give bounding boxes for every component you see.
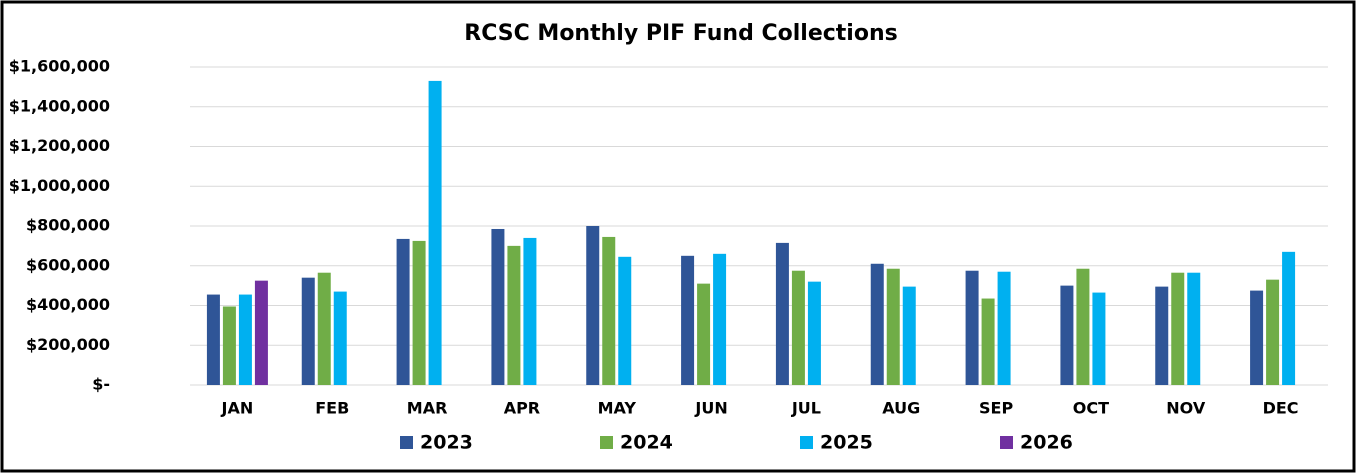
y-tick-label: $1,400,000	[9, 96, 110, 115]
legend-swatch	[600, 436, 613, 449]
y-tick-label: $200,000	[26, 335, 110, 354]
legend-swatch	[400, 436, 413, 449]
bar	[791, 270, 805, 385]
x-tick-label: JAN	[221, 399, 254, 418]
legend-label: 2025	[820, 432, 873, 454]
bar	[997, 271, 1011, 385]
y-tick-label: $1,600,000	[9, 57, 110, 76]
bar	[1171, 272, 1185, 385]
y-tick-label: $1,000,000	[9, 176, 110, 195]
bar	[1060, 285, 1074, 385]
x-tick-label: DEC	[1263, 399, 1299, 418]
x-tick-label: OCT	[1073, 399, 1109, 418]
bar	[301, 277, 315, 385]
bar	[317, 272, 331, 385]
bar	[507, 245, 521, 385]
legend-swatch	[1000, 436, 1013, 449]
x-tick-label: JUN	[694, 399, 727, 418]
bar	[618, 256, 632, 385]
x-tick-label: NOV	[1166, 399, 1206, 418]
bar	[965, 270, 979, 385]
bar	[412, 240, 426, 385]
bar	[523, 237, 537, 385]
bar	[238, 294, 252, 385]
x-tick-label: MAR	[407, 399, 448, 418]
x-tick-label: APR	[504, 399, 540, 418]
y-tick-label: $400,000	[26, 295, 110, 314]
bar	[428, 80, 442, 385]
bar	[1282, 251, 1296, 385]
bar	[870, 263, 884, 385]
chart-title: RCSC Monthly PIF Fund Collections	[464, 21, 897, 46]
bar	[697, 283, 711, 385]
bar	[1250, 290, 1264, 385]
y-tick-label: $1,200,000	[9, 136, 110, 155]
bar	[491, 228, 505, 385]
bar	[602, 236, 616, 385]
bar	[1266, 279, 1280, 385]
legend-label: 2024	[620, 432, 673, 454]
bar	[254, 280, 268, 385]
x-tick-label: SEP	[979, 399, 1013, 418]
y-tick-label: $-	[92, 375, 110, 394]
bar	[1076, 268, 1090, 385]
bar	[1092, 292, 1106, 385]
bar	[807, 281, 821, 385]
bar	[1155, 286, 1169, 385]
bar	[775, 242, 789, 385]
bar	[396, 238, 410, 385]
bar	[222, 306, 236, 385]
legend-swatch	[800, 436, 813, 449]
legend-label: 2026	[1020, 432, 1073, 454]
x-tick-label: MAY	[598, 399, 637, 418]
y-tick-label: $600,000	[26, 255, 110, 274]
bar	[586, 226, 600, 385]
bar	[981, 298, 995, 385]
legend-label: 2023	[420, 432, 473, 454]
x-tick-label: AUG	[882, 399, 920, 418]
y-tick-label: $800,000	[26, 216, 110, 235]
x-tick-label: FEB	[315, 399, 349, 418]
bar	[902, 286, 916, 385]
bar	[333, 291, 347, 385]
bar	[206, 294, 220, 385]
x-tick-label: JUL	[791, 399, 821, 418]
bar	[886, 268, 900, 385]
bar	[681, 255, 695, 385]
bar	[1187, 272, 1201, 385]
bar	[713, 253, 727, 385]
